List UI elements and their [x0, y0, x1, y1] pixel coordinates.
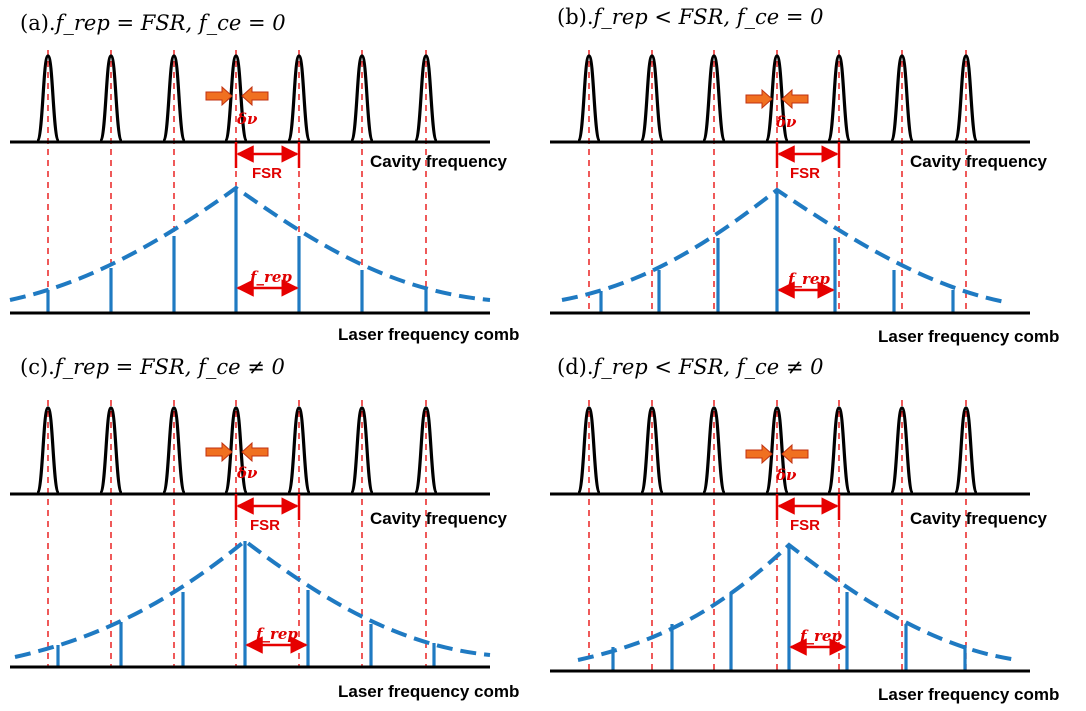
cavity-peak [223, 406, 249, 495]
cavity-peak [764, 406, 790, 495]
cavity-peak [98, 406, 124, 495]
cavity-peak [826, 406, 852, 495]
panel-d-guide-lines [588, 400, 967, 670]
panel-d-comb-lines [611, 545, 967, 670]
dnu-arrow-left [781, 443, 809, 465]
dnu-label: δν [775, 113, 797, 131]
panel-b-comb-lines [599, 190, 955, 312]
cavity-peak [286, 406, 312, 495]
cavity-peak [161, 54, 187, 143]
fsr-label: FSR [790, 517, 820, 534]
panel-d: (d).f_rep < FSR, f_ce ≠ 0 δν [550, 355, 1059, 704]
panel-a-dnu-arrows: δν [205, 85, 269, 128]
frep-label: f_rep [799, 627, 842, 645]
panel-a: (a).f_rep = FSR, f_ce = 0 δν [9, 11, 519, 344]
panel-a-frep: f_rep [236, 268, 299, 297]
cavity-peak [826, 54, 852, 143]
panel-d-title: (d).f_rep < FSR, f_ce ≠ 0 [557, 355, 824, 379]
cavity-peak [35, 406, 61, 495]
dnu-label: δν [236, 464, 258, 482]
dnu-arrow-left [241, 441, 269, 463]
panel-c-dnu-arrows: δν [205, 441, 269, 482]
cavity-peak [286, 54, 312, 143]
panel-c-comb-label: Laser frequency comb [338, 682, 519, 701]
dnu-arrow-right [205, 85, 233, 107]
panel-d-dnu-arrows: δν [745, 443, 809, 484]
fsr-label: FSR [790, 165, 820, 182]
cavity-peak [576, 406, 602, 495]
dnu-label: δν [775, 466, 797, 484]
cavity-peak [98, 54, 124, 143]
cavity-peak [764, 54, 790, 143]
cavity-peak [701, 54, 727, 143]
panel-b-comb-envelope [561, 187, 1006, 304]
panel-d-frep: f_rep [789, 627, 847, 656]
panel-d-comb-envelope [577, 542, 1019, 662]
dnu-arrow-left [781, 88, 809, 110]
panel-c-guide-lines [47, 400, 427, 666]
panel-c-frep: f_rep [245, 625, 308, 654]
panel-b: (b).f_rep < FSR, f_ce = 0 δν [550, 5, 1059, 346]
panel-a-cavity-peaks [35, 54, 439, 143]
panel-a-cavity-label: Cavity frequency [370, 152, 508, 171]
panel-a-comb-lines [46, 188, 428, 312]
panel-c: (c).f_rep = FSR, f_ce ≠ 0 δν [10, 355, 519, 701]
fsr-label: FSR [252, 165, 282, 182]
cavity-peak [413, 54, 439, 143]
cavity-peak [889, 406, 915, 495]
panel-b-dnu-arrows: δν [745, 88, 809, 131]
panel-b-cavity-peaks [576, 54, 979, 143]
dnu-arrow-right [205, 441, 233, 463]
cavity-peak [639, 406, 665, 495]
panel-a-title: (a).f_rep = FSR, f_ce = 0 [20, 11, 286, 35]
panel-b-title: (b).f_rep < FSR, f_ce = 0 [557, 5, 824, 29]
dnu-arrow-left [241, 85, 269, 107]
panel-d-comb-label: Laser frequency comb [878, 685, 1059, 704]
dnu-arrow-right [745, 443, 773, 465]
cavity-peak [349, 54, 375, 143]
panel-d-fsr: FSR [775, 494, 841, 534]
cavity-peak [35, 54, 61, 143]
panel-c-fsr: FSR [234, 494, 301, 534]
cavity-peak [701, 406, 727, 495]
panel-b-fsr: FSR [775, 142, 841, 182]
frep-label: f_rep [255, 625, 298, 643]
panel-c-comb-lines [56, 541, 436, 666]
cavity-peak [223, 54, 249, 143]
panel-c-cavity-peaks [35, 406, 439, 495]
panel-c-title: (c).f_rep = FSR, f_ce ≠ 0 [20, 355, 285, 379]
panel-b-frep: f_rep [777, 270, 835, 299]
cavity-peak [576, 54, 602, 143]
cavity-peak [953, 406, 979, 495]
panel-a-comb-label: Laser frequency comb [338, 325, 519, 344]
cavity-peak [413, 406, 439, 495]
cavity-peak [889, 54, 915, 143]
panel-b-comb-label: Laser frequency comb [878, 327, 1059, 346]
fsr-label: FSR [250, 517, 280, 534]
panel-c-comb-envelope [14, 538, 491, 659]
panel-b-cavity-label: Cavity frequency [910, 152, 1048, 171]
panel-c-cavity-label: Cavity frequency [370, 509, 508, 528]
frep-label: f_rep [787, 270, 830, 288]
cavity-peak [161, 406, 187, 495]
panel-d-cavity-label: Cavity frequency [910, 509, 1048, 528]
panel-d-cavity-peaks [576, 406, 979, 495]
panel-a-fsr: FSR [234, 142, 301, 182]
cavity-peak [639, 54, 665, 143]
dnu-arrow-right [745, 88, 773, 110]
frep-label: f_rep [249, 268, 292, 286]
cavity-peak [349, 406, 375, 495]
dnu-label: δν [236, 110, 258, 128]
cavity-peak [953, 54, 979, 143]
